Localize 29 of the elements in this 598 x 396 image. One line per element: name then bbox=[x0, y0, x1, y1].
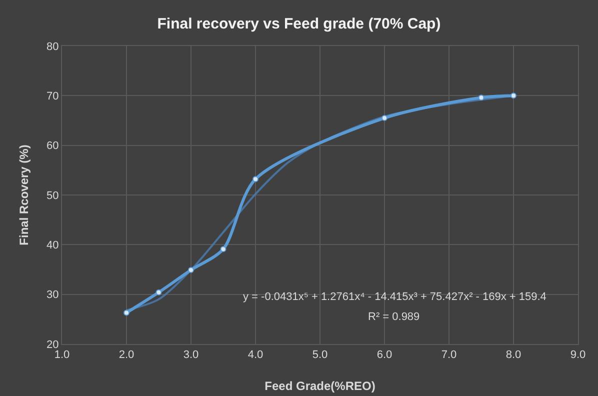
chart-title: Final recovery vs Feed grade (70% Cap) bbox=[157, 15, 441, 32]
y-tick-label: 30 bbox=[46, 289, 59, 302]
x-tick-label: 4.0 bbox=[248, 349, 264, 362]
point bbox=[124, 310, 130, 316]
point bbox=[156, 289, 162, 296]
point bbox=[382, 115, 388, 122]
y-tick-label: 60 bbox=[46, 140, 59, 152]
point bbox=[510, 92, 516, 99]
y-tick-label: 20 bbox=[46, 338, 59, 351]
x-tick-label: 7.0 bbox=[441, 349, 457, 362]
x-tick-label: 6.0 bbox=[376, 349, 392, 362]
point bbox=[478, 94, 484, 101]
point bbox=[220, 246, 226, 252]
y-tick-label: 50 bbox=[46, 190, 59, 202]
x-tick-label: 9.0 bbox=[570, 349, 586, 362]
y-tick-label: 80 bbox=[46, 40, 59, 53]
x-tick-label: 3.0 bbox=[183, 349, 199, 362]
y-tick-label: 70 bbox=[46, 90, 59, 103]
point bbox=[188, 267, 194, 273]
x-tick-label: 1.0 bbox=[54, 349, 70, 362]
x-tick-label: 2.0 bbox=[118, 349, 134, 362]
point bbox=[252, 176, 258, 182]
y-tick-label: 40 bbox=[46, 240, 59, 252]
annotation: y = -0.0431x⁵ + 1.2761x⁴ - 14.415x³ + 75.427x² - 169x + 159.4 bbox=[243, 291, 546, 303]
x-tick-label: 5.0 bbox=[312, 349, 328, 362]
y-axis-title: Final Rcovery (%) bbox=[17, 144, 31, 246]
x-tick-label: 8.0 bbox=[506, 349, 522, 362]
x-axis-title: Feed Grade(%REO) bbox=[264, 379, 376, 393]
annotation: R² = 0.989 bbox=[368, 311, 420, 323]
